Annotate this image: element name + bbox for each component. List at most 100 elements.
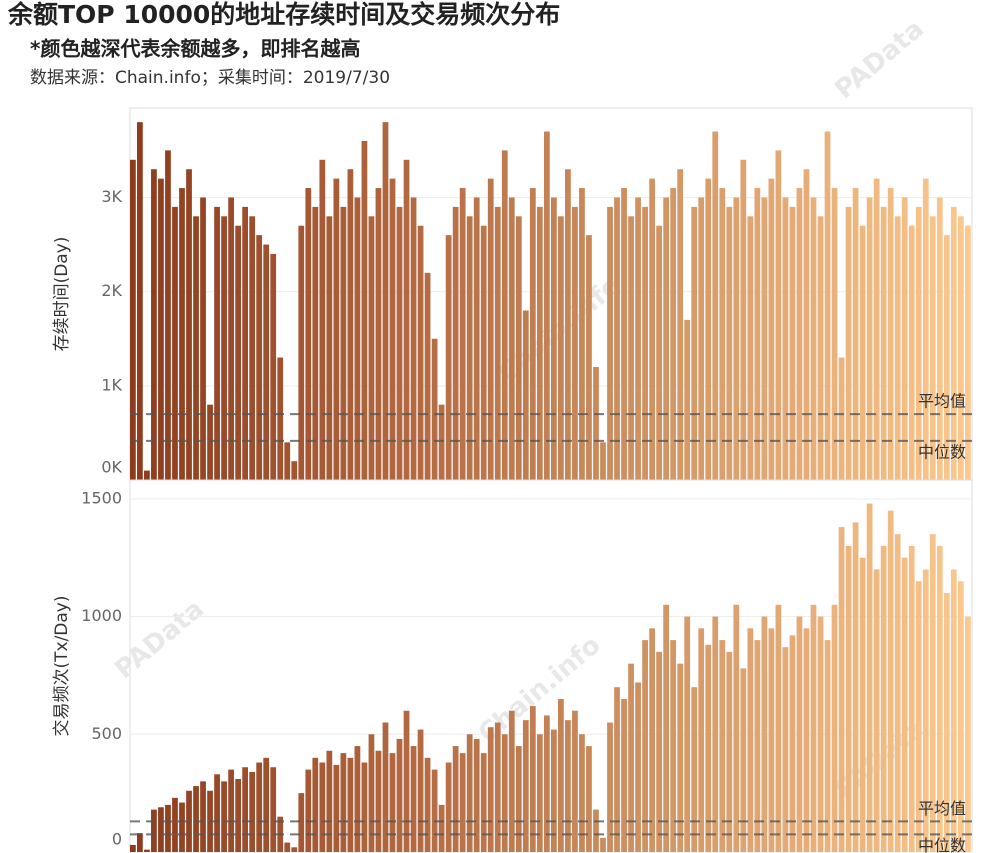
bar — [614, 687, 620, 852]
bar — [487, 178, 494, 480]
bar — [424, 757, 431, 852]
bar — [656, 651, 663, 852]
bar — [754, 188, 761, 480]
bar — [831, 604, 838, 852]
bar — [270, 767, 277, 852]
bar — [782, 647, 789, 852]
bar — [529, 188, 536, 480]
bar — [852, 188, 859, 480]
bar — [782, 197, 789, 480]
bar — [501, 150, 508, 480]
bar — [151, 169, 157, 480]
bar — [522, 310, 529, 480]
bar — [565, 720, 571, 852]
bar — [740, 668, 747, 852]
source: 数据来源：Chain.info；采集时间：2019/7/30 — [30, 68, 390, 88]
bar — [642, 206, 648, 480]
bar — [831, 188, 838, 480]
bar — [908, 545, 915, 852]
bar — [586, 746, 592, 852]
bar — [572, 206, 578, 480]
bar — [761, 197, 768, 480]
bar — [957, 216, 964, 480]
bar — [291, 461, 298, 480]
bar — [277, 357, 284, 480]
bar — [607, 206, 613, 480]
bar — [354, 746, 361, 852]
bar — [628, 663, 634, 852]
bar — [824, 640, 831, 852]
bar — [565, 169, 571, 480]
bar — [712, 616, 719, 852]
bar — [165, 150, 171, 480]
bar — [866, 503, 873, 852]
bar — [796, 616, 803, 852]
bar — [628, 216, 634, 480]
bar — [214, 774, 220, 852]
watermark: PAData — [109, 594, 209, 685]
bar — [424, 272, 431, 480]
bar — [207, 404, 213, 480]
bar — [396, 738, 403, 852]
bar — [915, 206, 922, 480]
bar — [922, 569, 929, 852]
bar — [572, 710, 578, 852]
bar — [880, 545, 887, 852]
bar — [186, 790, 192, 852]
bar — [536, 734, 543, 852]
bar — [649, 628, 655, 852]
bar — [256, 762, 263, 852]
bar — [347, 169, 354, 480]
bar — [291, 847, 298, 852]
bar — [964, 225, 971, 480]
bar — [817, 616, 824, 852]
bar — [501, 734, 508, 852]
bar — [326, 750, 333, 852]
bar — [579, 734, 585, 852]
bar — [558, 216, 564, 480]
bar — [340, 753, 347, 852]
bar — [326, 216, 333, 480]
bar — [508, 197, 515, 480]
bar — [228, 197, 234, 480]
bar — [789, 635, 796, 852]
bar — [137, 833, 143, 852]
bar — [235, 779, 242, 852]
bar — [922, 178, 929, 480]
bar — [144, 849, 150, 852]
bar — [382, 722, 389, 852]
bar — [389, 178, 396, 480]
bar — [901, 557, 908, 852]
bar — [733, 604, 740, 852]
watermark: PAData — [829, 14, 929, 105]
bar — [130, 159, 136, 480]
bar — [810, 604, 817, 852]
bar — [803, 169, 810, 480]
bar — [284, 442, 291, 480]
bar — [901, 197, 908, 480]
bar — [410, 746, 417, 852]
bar — [621, 698, 627, 852]
y-tick-label: 3K — [101, 187, 122, 206]
bar — [284, 842, 291, 852]
bar — [649, 178, 655, 480]
bar — [480, 225, 487, 480]
bar — [165, 804, 171, 852]
bar — [333, 178, 340, 480]
bar — [936, 545, 943, 852]
bar — [796, 188, 803, 480]
bar — [894, 534, 901, 852]
bar — [747, 628, 754, 852]
bar — [894, 216, 901, 480]
bar — [558, 698, 564, 852]
watermark: PAData — [829, 714, 929, 805]
bar — [543, 715, 550, 852]
y-tick-label: 0K — [101, 458, 122, 477]
bar — [838, 357, 845, 480]
bar — [873, 178, 880, 480]
bar — [270, 253, 277, 480]
bar — [859, 225, 866, 480]
bar — [438, 804, 445, 852]
bar — [614, 197, 620, 480]
y-axis-label: 交易频次(Tx/Day) — [52, 595, 72, 736]
